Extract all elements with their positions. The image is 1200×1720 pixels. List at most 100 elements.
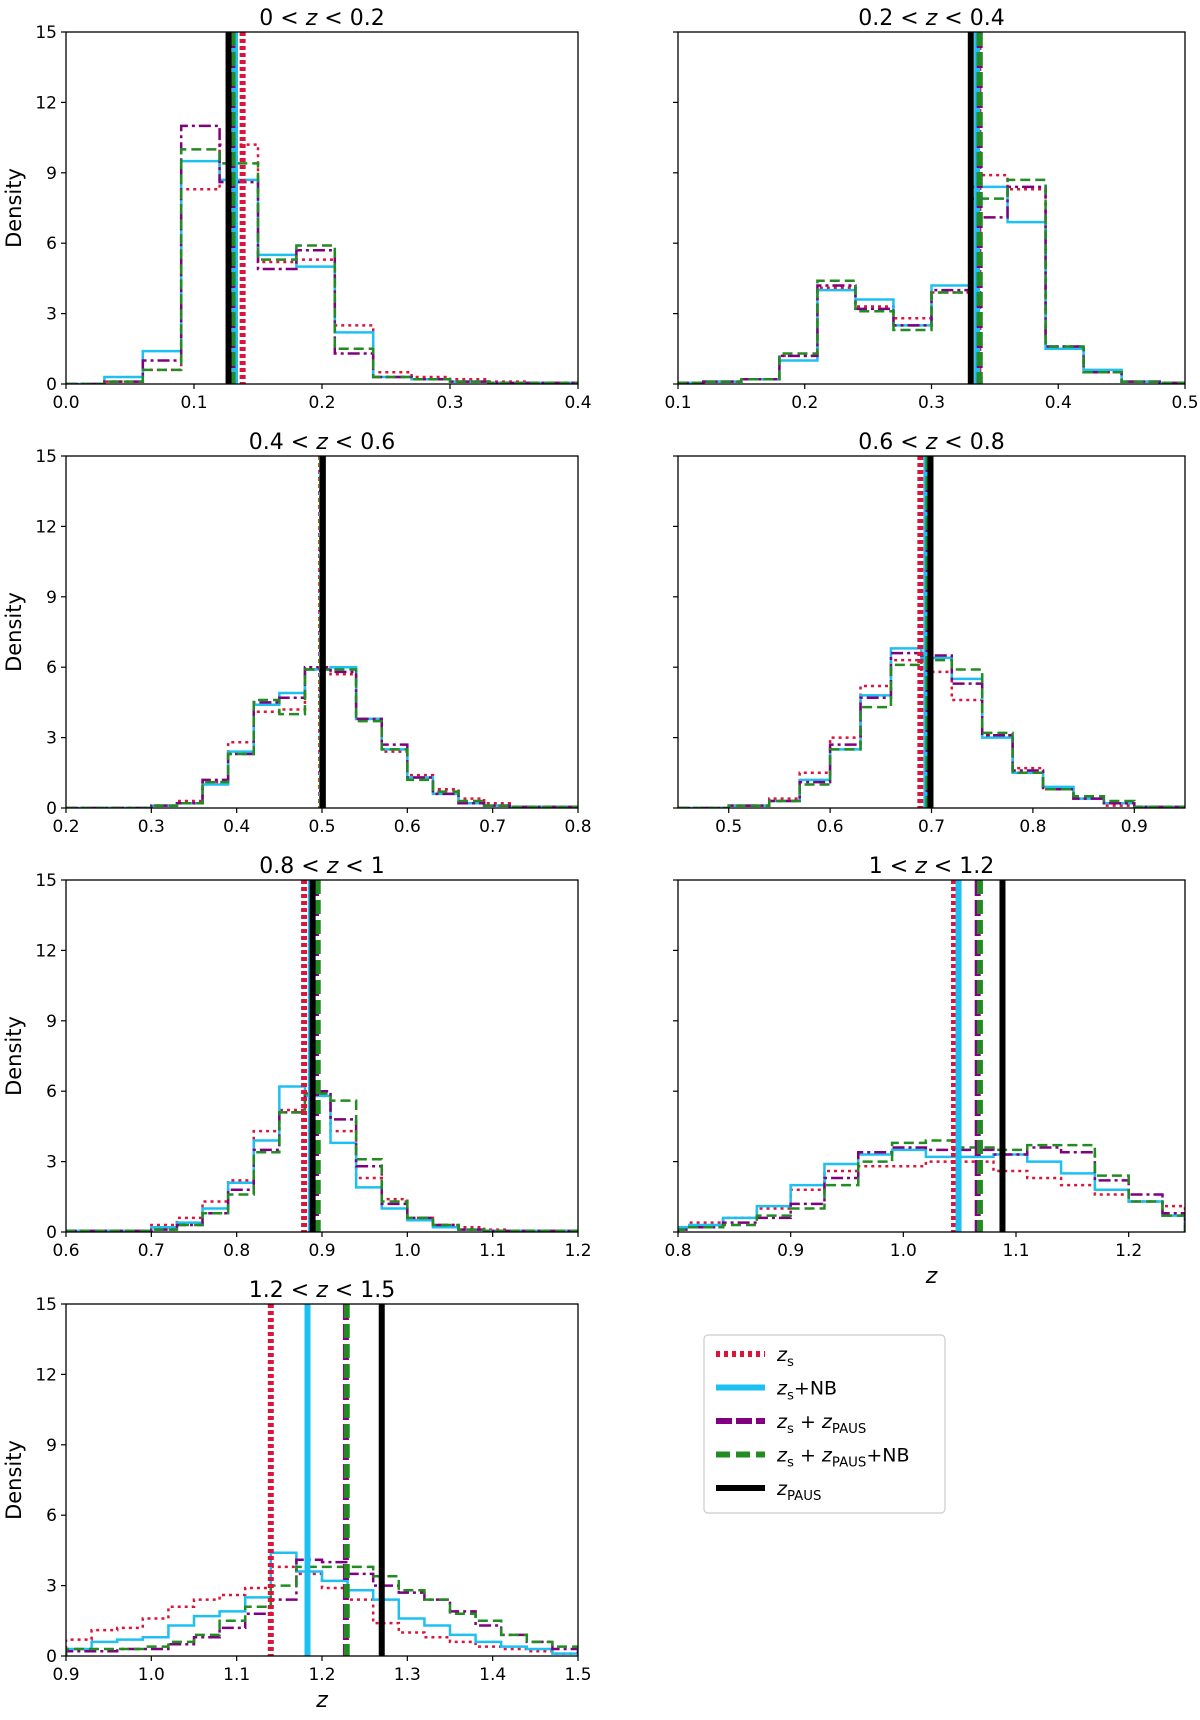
y-tick-label: 6 [46,658,57,678]
x-tick-label: 1.4 [479,1665,506,1685]
x-tick-label: 1.1 [1002,1241,1029,1261]
histogram-zs_nb [678,185,1185,384]
x-tick-label: 0.8 [564,817,591,837]
panel-title: 1.2 < z < 1.5 [249,1278,395,1303]
y-tick-label: 6 [46,1082,57,1102]
x-tick-label: 0.9 [1121,817,1148,837]
x-tick-label: 0.6 [817,817,844,837]
x-tick-label: 0.6 [52,1241,79,1261]
x-axis-label: z [315,1688,328,1713]
plot-area [66,32,578,384]
y-tick-label: 0 [46,799,57,819]
x-tick-label: 1.3 [394,1665,421,1685]
legend-label-zpaus: zPAUS​ [776,1478,821,1504]
x-tick-label: 0.4 [564,393,591,413]
axes-frame [677,879,1186,1233]
y-axis-label: Density [2,1440,26,1520]
panel-6: 0.8 0.9 1.0 1.1 1.2 1 < z < 1.2 z [664,854,1186,1289]
y-axis-label: Density [2,168,26,248]
y-tick-label: 12 [35,93,57,113]
x-tick-label: 0.1 [180,393,207,413]
y-axis-label: Density [2,592,26,672]
legend-label-zs_zpaus_nb: zs​ + zPAUS​+NB [776,1445,910,1471]
plot-area [678,880,1185,1232]
panel-title: 0.8 < z < 1 [259,854,384,879]
x-tick-label: 0.6 [394,817,421,837]
histogram-zs_zpaus_nb [678,658,1185,808]
x-tick-label: 1.1 [479,1241,506,1261]
legend-label-zs_nb: zs​+NB [776,1378,837,1404]
x-tick-label: 0.8 [1019,817,1046,837]
histogram-zs_nb [66,1551,578,1656]
histogram-zs_nb [678,1148,1185,1232]
plot-area [66,456,578,808]
axes-frame [65,1303,579,1657]
plot-area [66,1304,578,1656]
y-tick-label: 3 [46,1577,57,1597]
legend-label-zs: zs​ [776,1344,794,1370]
panel-4: 0.5 0.6 0.7 0.8 0.9 0.6 < z < 0.8 [673,430,1186,837]
histogram-zs_nb [66,1085,578,1232]
x-tick-label: 1.0 [890,1241,917,1261]
y-tick-label: 15 [35,871,57,891]
x-tick-label: 0.3 [138,817,165,837]
x-tick-label: 1.5 [564,1665,591,1685]
histogram-zs_zpaus [66,124,578,384]
histogram-zs_nb [66,159,578,384]
y-tick-label: 6 [46,1506,57,1526]
histogram-zs_zpaus [66,1089,578,1232]
y-tick-label: 12 [35,1365,57,1385]
histogram-zs [66,143,578,384]
x-tick-label: 0.9 [308,1241,335,1261]
x-tick-label: 1.2 [564,1241,591,1261]
x-tick-label: 0.5 [715,817,742,837]
plot-area [678,32,1185,384]
histogram-zs [678,173,1185,384]
plot-area [678,456,1185,808]
histogram-zs_zpaus [678,1146,1185,1232]
y-tick-label: 9 [46,1012,57,1032]
x-tick-label: 0.9 [52,1665,79,1685]
panel-title: 0.2 < z < 0.4 [858,6,1004,31]
x-tick-label: 0.2 [52,817,79,837]
legend-frame [703,1334,946,1514]
x-tick-label: 0.7 [479,817,506,837]
panel-1: 0 3 6 9 12 15 0.0 0.1 0.2 0.3 0.4 0 < z < 0.2 Densit… [2,6,592,413]
panel-2: 0.1 0.2 0.3 0.4 0.5 0.2 < z < 0.4 [664,6,1198,413]
y-tick-label: 9 [46,1436,57,1456]
x-tick-label: 0.1 [664,393,691,413]
panel-title: 1 < z < 1.2 [869,854,994,879]
axes-frame [65,31,579,385]
x-tick-label: 0.3 [436,393,463,413]
y-axis-label: Density [2,1016,26,1096]
x-tick-label: 0.5 [308,817,335,837]
y-tick-label: 0 [46,1223,57,1243]
panel-3: 0 3 6 9 12 15 0.2 0.3 0.4 0.5 0.6 0.7 0.8 0.4 < z < 0… [2,430,592,837]
y-tick-label: 0 [46,1647,57,1667]
x-tick-label: 1.1 [223,1665,250,1685]
x-tick-label: 0.7 [138,1241,165,1261]
axes-frame [65,879,579,1233]
x-tick-label: 1.2 [308,1665,335,1685]
x-tick-label: 0.4 [223,817,250,837]
x-tick-label: 0.9 [777,1241,804,1261]
x-tick-label: 1.0 [138,1665,165,1685]
y-tick-label: 3 [46,305,57,325]
y-tick-label: 15 [35,447,57,467]
y-tick-label: 3 [46,729,57,749]
y-tick-label: 6 [46,234,57,254]
panel-7: 0 3 6 9 12 15 0.9 1.0 1.1 1.2 1.3 1.4 1.5 1.2 < z < 1… [2,1278,592,1713]
x-axis-label: z [925,1264,938,1289]
y-tick-label: 0 [46,375,57,395]
panel-title: 0.4 < z < 0.6 [249,430,395,455]
x-tick-label: 0.7 [918,817,945,837]
panel-title: 0 < z < 0.2 [259,6,384,31]
histogram-zs_zpaus_nb [678,178,1185,384]
y-tick-label: 9 [46,164,57,184]
histogram-zs_zpaus_nb [678,1139,1185,1232]
histogram-zs_zpaus [66,665,578,808]
x-tick-label: 0.8 [223,1241,250,1261]
y-tick-label: 12 [35,941,57,961]
